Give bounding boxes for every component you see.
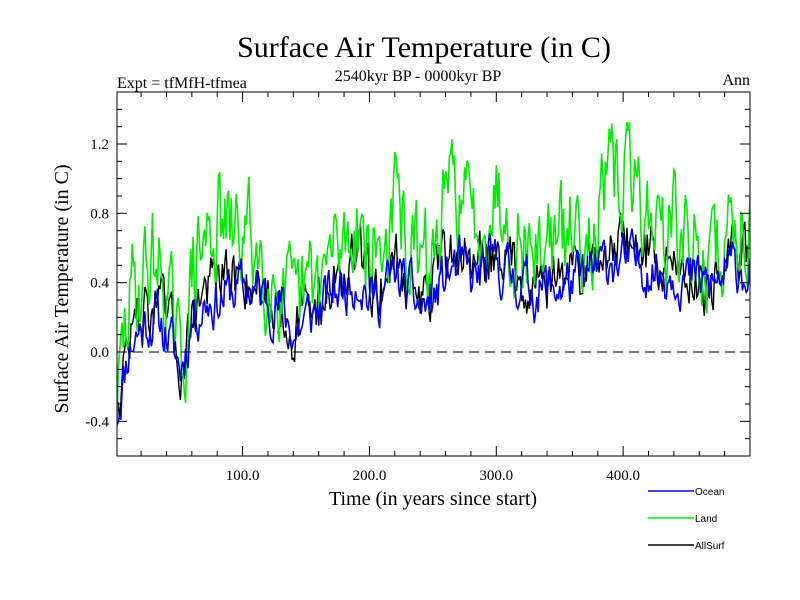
legend-label-land: Land: [695, 514, 717, 525]
series-line-land: [117, 121, 750, 427]
x-tick-label: 300.0: [479, 468, 513, 484]
series-line-ocean: [117, 228, 750, 425]
chart-title: Surface Air Temperature (in C): [237, 31, 611, 64]
x-tick-label: 200.0: [353, 468, 387, 484]
legend: Ocean Land AllSurf: [648, 487, 725, 552]
chart-subtitle: 2540kyr BP - 0000kyr BP: [335, 68, 502, 85]
legend-label-ocean: Ocean: [695, 487, 724, 498]
x-tick-label: 100.0: [226, 468, 260, 484]
y-tick-label: 0.4: [90, 276, 109, 292]
expt-label: Expt = tfMfH-tfmea: [117, 75, 247, 92]
plot-frame: [116, 91, 751, 457]
y-tick-label: 0.8: [90, 206, 109, 222]
y-tick-label: 0.0: [90, 345, 109, 361]
ticks-layer: 100.0 200.0 300.0 400.0 -0.4 0.0 0.4 0.8 1.2: [85, 92, 750, 484]
y-tick-label: -0.4: [85, 414, 109, 430]
y-axis-label: Surface Air Temperature (in C): [51, 164, 73, 413]
series-layer: [117, 121, 750, 427]
x-tick-label: 400.0: [606, 468, 640, 484]
legend-label-allsurf: AllSurf: [695, 541, 725, 552]
y-tick-label: 1.2: [90, 137, 109, 153]
season-label: Ann: [722, 72, 750, 89]
x-axis-label: Time (in years since start): [329, 488, 537, 510]
